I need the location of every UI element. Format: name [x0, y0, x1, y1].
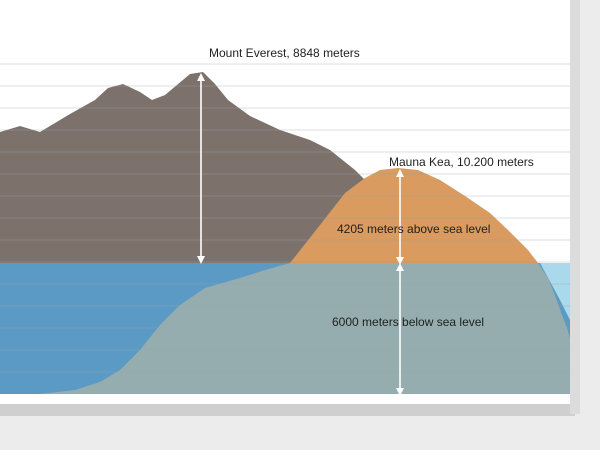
mauna-kea-below-arrow — [396, 263, 404, 396]
sea-water-right — [540, 263, 570, 320]
mauna-kea-label: Mauna Kea, 10.200 meters — [389, 155, 534, 169]
everest-height-arrow — [197, 73, 205, 264]
above-sea-label: 4205 meters above sea level — [337, 222, 491, 236]
mauna-kea-below-sea — [40, 263, 570, 394]
grid-lines — [0, 63, 570, 373]
mauna-kea-above-arrow — [396, 169, 404, 265]
everest-label: Mount Everest, 8848 meters — [209, 46, 360, 60]
mauna-kea-above-sea — [290, 168, 538, 263]
below-sea-label: 6000 meters below sea level — [332, 315, 485, 329]
paper-shadow-right — [570, 0, 580, 414]
paper-shadow — [0, 402, 575, 416]
